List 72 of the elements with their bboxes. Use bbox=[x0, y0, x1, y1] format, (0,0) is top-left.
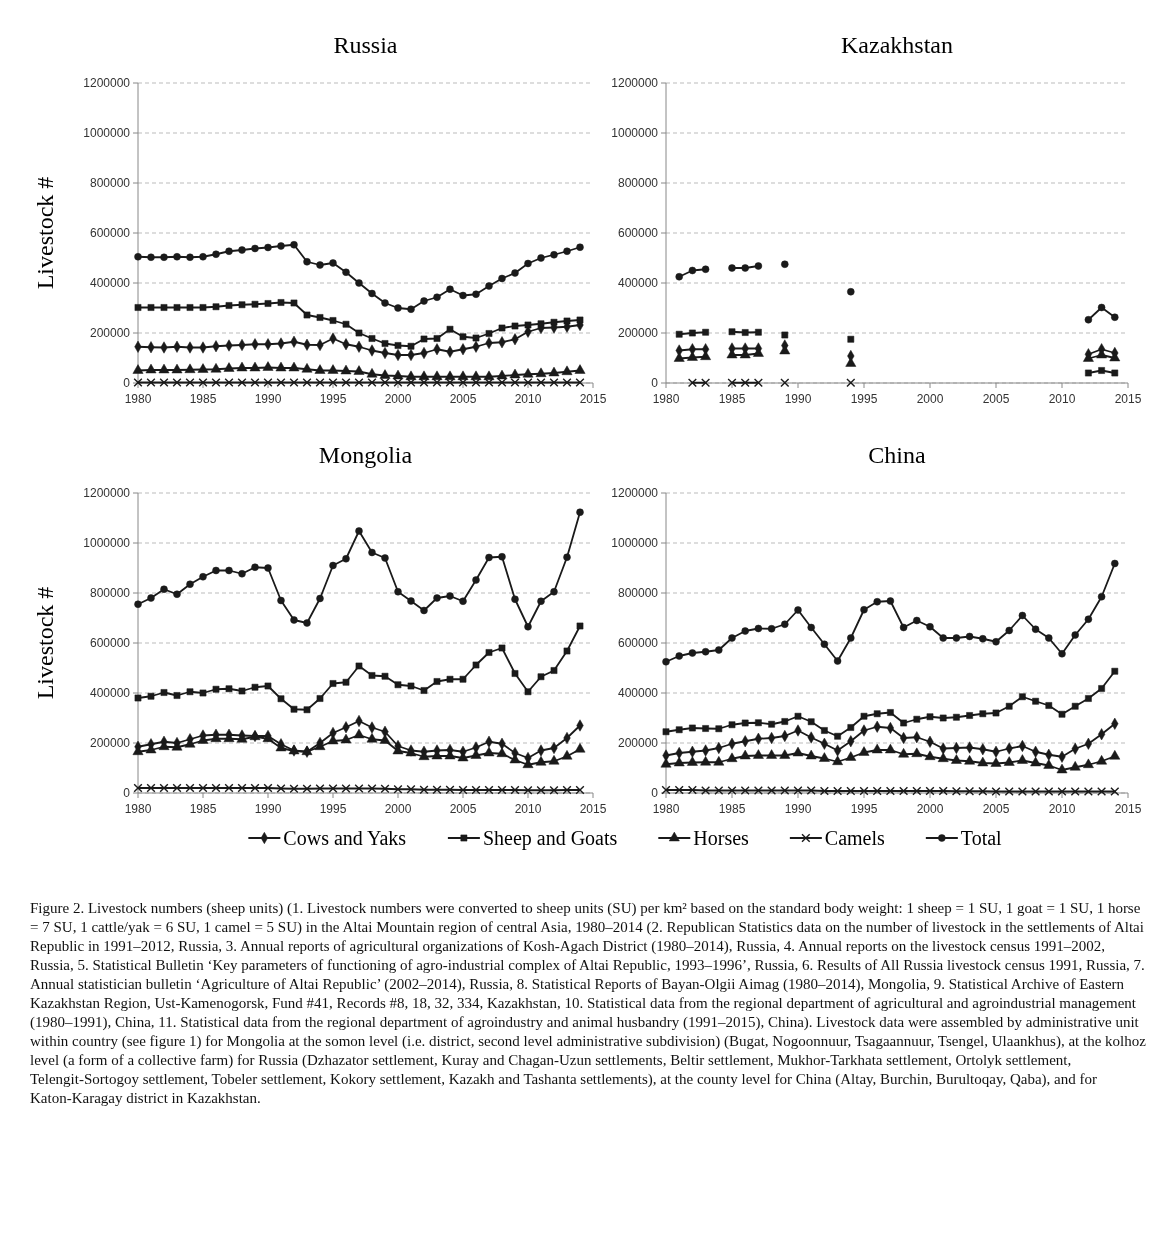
y-tick-label: 1000000 bbox=[611, 536, 659, 551]
x-tick-label: 1985 bbox=[189, 392, 217, 406]
x-tick-label: 1985 bbox=[718, 802, 746, 816]
x-tick-label: 1985 bbox=[189, 802, 217, 816]
y-tick-label: 400000 bbox=[617, 686, 659, 701]
x-tick-label: 1990 bbox=[784, 802, 812, 816]
y-tick-label: 800000 bbox=[617, 586, 659, 601]
x-tick-label: 1980 bbox=[124, 392, 152, 406]
x-tick-label: 2005 bbox=[982, 802, 1010, 816]
legend-label: Camels bbox=[824, 827, 886, 849]
y-tick-label: 800000 bbox=[89, 176, 131, 191]
x-tick-label: 1990 bbox=[254, 392, 282, 406]
x-tick-label: 1995 bbox=[319, 392, 347, 406]
chart-title: Kazakhstan bbox=[841, 32, 953, 58]
y-tick-label: 1200000 bbox=[611, 486, 659, 501]
legend-label: Total bbox=[960, 827, 1003, 849]
x-tick-label: 2010 bbox=[1048, 802, 1076, 816]
chart-title: Mongolia bbox=[318, 442, 413, 468]
y-tick-label: 200000 bbox=[617, 736, 659, 751]
y-tick-label: 1000000 bbox=[611, 126, 659, 141]
x-tick-label: 2010 bbox=[1048, 392, 1076, 406]
y-tick-label: 400000 bbox=[89, 276, 131, 291]
y-tick-label: 600000 bbox=[89, 226, 131, 241]
y-tick-label: 1200000 bbox=[83, 486, 131, 501]
y-tick-label: 200000 bbox=[617, 326, 659, 341]
y-tick-label: 800000 bbox=[617, 176, 659, 191]
y-axis-title: Livestock # bbox=[32, 586, 58, 700]
text: Figure 2. Livestock numbers (sheep units) (1. Livestock numbers were converted to sheep units (SU) per km² based on the standard body weight: 1 sheep = 1 SU, 1 goat = 1 SU, 1 horse = 7 SU, 1 cattle/yak = 6 SU, 1 camel = 5 SU) in the Altai Mountain region of central Asia, 1980–2014 (2. Republican Statistics data on the number of livestock in the settlements of Altai Republic in 1991–2012, Russia, 3. Annual reports of agricultural organizations of Kosh-Agach District (1980–2014), Russia, 4. Annual reports on the livestock census 1991–2002, Russia, 5. Statistical Bulletin ‘Key parameters of functioning of agro-industrial complex of Altai Republic, 1993–1996’, Russia, 6. Results of All Russia livestock census 1991, Russia, 7. Annual statistician bulletin ‘Agriculture of Altai Republic’ (2002–2014), Russia, 8. Statistical Reports of Bayan-Olgii Aimag (1980–2014), Mongolia, 9. Statistical Archive of Eastern Kazakhstan Region, Ust-Kamenogorsk, Fund #41, Records #8, 18, 32, 334, Kazakhstan, 10. Statistical data from the regional department of agricultural and agroindustrial management (1980–1991), China, 11. Statistical data from the regional department of agroindustry and animal husbandry (1991–2015), China). Livestock data were assembled by administrative unit within country (see figure 1) for Mongolia at the somon level (i.e. district, second level administrative subdivision) (Bugat, Nogoonnuur, Tsagaannuur, Tsengel, Ulaankhus), at the kolhoz level (a form of a collective farm) for Russia (Dzhazator settlement, Kuray and Chagan-Uzun settlements, Beltir settlement, Mukhor-Tarkhata settlement, Ortolyk settlement, Telengit-Sortogoy settlement, Tobeler settlement, Kokory settlement, Kazakh and Tashanta settlements), at the county level for China (Altay, Burchin, Burultoqay, Qaba), and for Katon-Karagay district in Kazakhstan. bbox=[30, 900, 1146, 1106]
y-tick-label: 0 bbox=[651, 376, 659, 391]
legend-label: Horses bbox=[693, 827, 750, 849]
x-tick-label: 2015 bbox=[1114, 802, 1142, 816]
x-tick-label: 2010 bbox=[514, 392, 542, 406]
chart-title: Russia bbox=[333, 32, 398, 58]
x-tick-label: 1990 bbox=[784, 392, 812, 406]
y-tick-label: 1000000 bbox=[83, 126, 131, 141]
x-tick-label: 1990 bbox=[254, 802, 282, 816]
y-tick-label: 400000 bbox=[89, 686, 131, 701]
x-tick-label: 2015 bbox=[1114, 392, 1142, 406]
y-tick-label: 1200000 bbox=[611, 76, 659, 91]
x-tick-label: 1980 bbox=[652, 392, 680, 406]
legend-label: Sheep and Goats bbox=[482, 827, 618, 850]
chart-title: China bbox=[868, 442, 927, 468]
legend-label: Cows and Yaks bbox=[283, 827, 407, 849]
y-tick-label: 400000 bbox=[617, 276, 659, 291]
y-tick-label: 0 bbox=[651, 786, 659, 801]
y-tick-label: 1200000 bbox=[83, 76, 131, 91]
x-tick-label: 2000 bbox=[916, 392, 944, 406]
x-tick-label: 1995 bbox=[850, 802, 878, 816]
y-tick-label: 600000 bbox=[89, 636, 131, 651]
x-tick-label: 2005 bbox=[449, 802, 477, 816]
x-tick-label: 1995 bbox=[850, 392, 878, 406]
x-tick-label: 2000 bbox=[916, 802, 944, 816]
x-tick-label: 2010 bbox=[514, 802, 542, 816]
x-tick-label: 2000 bbox=[384, 802, 412, 816]
y-tick-label: 0 bbox=[123, 786, 131, 801]
y-tick-label: 1000000 bbox=[83, 536, 131, 551]
x-tick-label: 1980 bbox=[652, 802, 680, 816]
y-tick-label: 600000 bbox=[617, 636, 659, 651]
x-tick-label: 2015 bbox=[579, 392, 607, 406]
x-tick-label: 2000 bbox=[384, 392, 412, 406]
x-tick-label: 2015 bbox=[579, 802, 607, 816]
y-tick-label: 200000 bbox=[89, 736, 131, 751]
x-tick-label: 1995 bbox=[319, 802, 347, 816]
y-tick-label: 800000 bbox=[89, 586, 131, 601]
x-tick-label: 2005 bbox=[982, 392, 1010, 406]
x-tick-label: 1985 bbox=[718, 392, 746, 406]
x-tick-label: 1980 bbox=[124, 802, 152, 816]
y-tick-label: 0 bbox=[123, 376, 131, 391]
y-axis-title: Livestock # bbox=[32, 176, 58, 290]
y-tick-label: 200000 bbox=[89, 326, 131, 341]
x-tick-label: 2005 bbox=[449, 392, 477, 406]
y-tick-label: 600000 bbox=[617, 226, 659, 241]
